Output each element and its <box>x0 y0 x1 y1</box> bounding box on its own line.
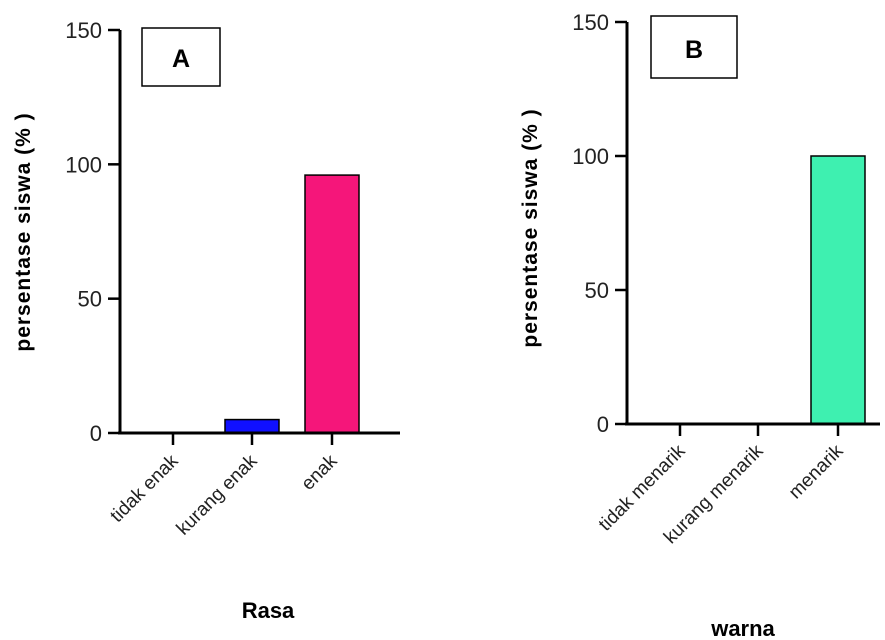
y-tick-label-b-2: 100 <box>572 144 609 169</box>
x-tick-label-a-0: tidak enak <box>106 450 182 526</box>
y-tick-label-a-2: 100 <box>65 152 102 177</box>
x-axis-label-a: Rasa <box>242 598 295 623</box>
x-tick-label-a-1: kurang enak <box>173 450 262 539</box>
bar-b-2 <box>810 155 866 425</box>
bar-a-1 <box>224 418 280 434</box>
y-tick-label-b-3: 150 <box>572 10 609 35</box>
y-tick-label-b-1: 50 <box>585 278 609 303</box>
panel-label-a: A <box>172 45 190 73</box>
y-axis-label-b: persentase siswa (% ) <box>519 108 542 347</box>
bar-a-2 <box>304 174 360 434</box>
x-tick-label-b-2: menarik <box>785 440 848 503</box>
y-tick-label-b-0: 0 <box>597 412 609 437</box>
y-tick-label-a-0: 0 <box>90 421 102 446</box>
x-tick-label-a-2: enak <box>298 450 342 494</box>
y-axis-label-a: persentase siswa (% ) <box>12 112 35 351</box>
y-tick-label-a-3: 150 <box>65 18 102 43</box>
x-axis-label-b: warna <box>710 616 775 640</box>
panel-label-box-b <box>650 15 738 79</box>
panel-label-b: B <box>685 36 703 64</box>
panel-label-box-a <box>141 27 221 87</box>
y-tick-label-a-1: 50 <box>78 287 102 312</box>
